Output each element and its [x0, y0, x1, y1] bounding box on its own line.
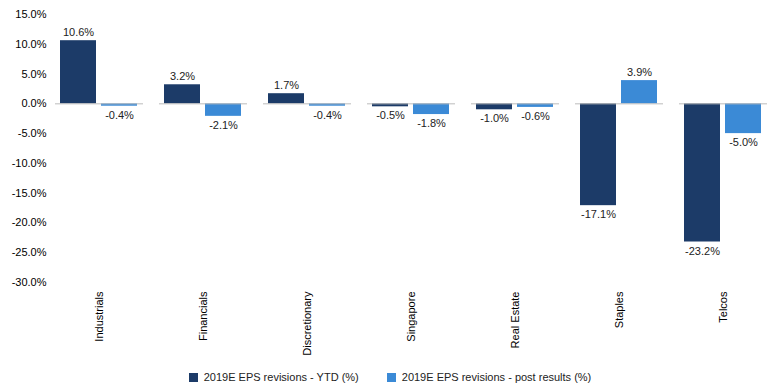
svg-text:Industrials: Industrials [93, 291, 105, 342]
svg-text:-30.0%: -30.0% [12, 276, 47, 288]
svg-text:-25.0%: -25.0% [12, 246, 47, 258]
svg-text:-1.0%: -1.0% [480, 112, 509, 124]
svg-text:10.6%: 10.6% [63, 26, 94, 38]
svg-text:-5.0%: -5.0% [18, 127, 47, 139]
svg-text:3.9%: 3.9% [627, 66, 652, 78]
svg-text:-0.5%: -0.5% [376, 109, 405, 121]
svg-text:Financials: Financials [197, 291, 209, 341]
svg-text:-5.0%: -5.0% [729, 136, 758, 148]
svg-text:-2.1%: -2.1% [209, 119, 238, 131]
svg-text:-23.2%: -23.2% [685, 245, 720, 257]
svg-text:-0.6%: -0.6% [521, 110, 550, 122]
svg-text:3.2%: 3.2% [170, 70, 195, 82]
svg-text:-1.8%: -1.8% [417, 117, 446, 129]
svg-text:10.0%: 10.0% [15, 38, 46, 50]
html-text:2019E EPS revisions - post res: 2019E EPS revisions - post results (%) [401, 371, 592, 383]
svg-text:Discretionary: Discretionary [301, 291, 313, 356]
svg-text:Real Estate: Real Estate [509, 292, 521, 349]
svg-text:0.0%: 0.0% [21, 97, 46, 109]
svg-text:Telcos: Telcos [717, 291, 729, 323]
html-text:2019E EPS revisions - YTD (%): 2019E EPS revisions - YTD (%) [203, 371, 359, 383]
svg-text:5.0%: 5.0% [21, 68, 46, 80]
svg-text:Staples: Staples [613, 291, 625, 328]
svg-text:15.0%: 15.0% [15, 8, 46, 20]
svg-text:-20.0%: -20.0% [12, 216, 47, 228]
svg-text:Singapore: Singapore [405, 292, 417, 342]
svg-text:1.7%: 1.7% [274, 79, 299, 91]
svg-text:-17.1%: -17.1% [581, 208, 616, 220]
svg-text:-0.4%: -0.4% [313, 109, 342, 121]
svg-text:-15.0%: -15.0% [12, 187, 47, 199]
svg-text:-0.4%: -0.4% [105, 109, 134, 121]
svg-text:-10.0%: -10.0% [12, 157, 47, 169]
